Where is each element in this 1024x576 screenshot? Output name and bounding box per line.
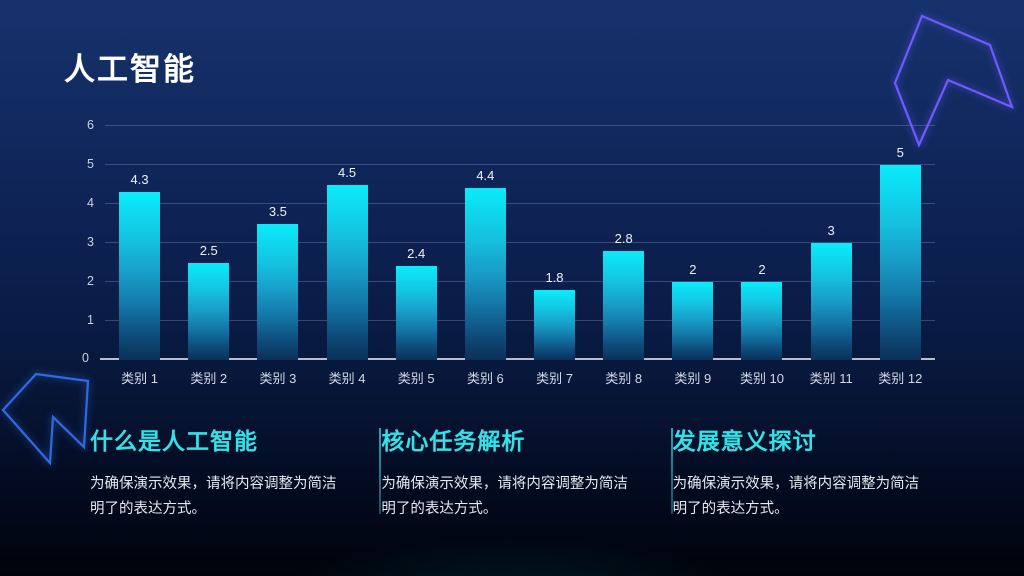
x-axis-category-label: 类别 3 — [259, 371, 297, 386]
y-axis-tick-label: 6 — [87, 118, 94, 132]
bar-value-label: 5 — [896, 145, 904, 160]
bar-value-label: 3.5 — [268, 203, 287, 219]
chart-plot: 0 1 2 3 4 5 6 4.3 2.5 3.5 4.5 2.4 4.4 1.8 2.8 2 2 3 5 — [82, 118, 935, 365]
x-axis-category-label: 类别 5 — [397, 371, 435, 386]
y-axis-tick-label: 2 — [87, 274, 94, 288]
bottom-glow-decoration — [256, 536, 768, 576]
arrow-decoration-bottom-left-icon — [1, 372, 90, 466]
bar-value-label: 2.4 — [407, 246, 426, 262]
bar-group: 2.8 — [589, 231, 658, 360]
bar-value-label: 2 — [758, 262, 766, 277]
bar-value-label: 2.8 — [614, 230, 633, 246]
bar-group: 3.5 — [243, 203, 312, 360]
x-axis-category-label: 类别 2 — [190, 371, 228, 386]
bar-group: 3 — [797, 223, 866, 360]
bar-value-label: 4.3 — [130, 172, 149, 188]
bar — [188, 262, 230, 360]
bar-group: 2.4 — [382, 246, 451, 360]
bar-value-label: 4.5 — [338, 164, 357, 180]
bar — [741, 282, 783, 360]
column-body-text: 为确保演示效果，请将内容调整为简洁明了的表达方式。 — [381, 476, 628, 518]
column-heading: 发展意义探讨 — [672, 428, 817, 454]
x-axis-category-label: 类别 7 — [536, 371, 573, 386]
bar-value-label: 2 — [689, 262, 697, 277]
x-axis-category-label: 类别 1 — [121, 371, 158, 386]
bar — [810, 243, 852, 360]
column-divider — [379, 428, 382, 514]
x-axis-line: 0 — [82, 351, 935, 365]
info-column: 什么是人工智能为确保演示效果，请将内容调整为简洁明了的表达方式。 — [90, 422, 379, 523]
grid-line: 6 — [87, 118, 935, 132]
grid-line: 4 — [87, 196, 935, 210]
column-divider — [670, 428, 673, 514]
bar — [119, 192, 161, 360]
y-axis-tick-label: 3 — [87, 235, 94, 249]
page-title: 人工智能 — [64, 52, 196, 87]
bar-value-label: 2.5 — [199, 242, 218, 258]
bar — [464, 188, 506, 360]
bar-group: 5 — [866, 145, 935, 360]
x-axis-category-label: 类别 6 — [466, 371, 504, 386]
bar-series: 4.3 2.5 3.5 4.5 2.4 4.4 1.8 2.8 2 2 3 5 — [105, 126, 935, 360]
y-axis-tick-label: 5 — [87, 157, 94, 171]
x-axis-category-label: 类别 11 — [809, 371, 853, 386]
x-axis: 类别 1 类别 2 类别 3 类别 4 类别 5 类别 6 类别 7 类别 8 类别 9 类别 1… — [105, 368, 935, 387]
bar-value-label: 3 — [827, 223, 835, 238]
x-axis-category-label: 类别 10 — [739, 371, 785, 386]
column-heading: 什么是人工智能 — [90, 428, 258, 454]
bar-group: 2.5 — [174, 242, 243, 360]
bar-group: 1.8 — [520, 270, 589, 360]
bar — [326, 184, 368, 360]
x-axis-category-label: 类别 12 — [878, 371, 923, 386]
column-body-text: 为确保演示效果，请将内容调整为简洁明了的表达方式。 — [672, 476, 920, 518]
bar — [395, 266, 437, 360]
grid-line: 2 — [87, 274, 935, 288]
x-axis-category-label: 类别 9 — [674, 371, 712, 386]
x-axis-category-label: 类别 4 — [328, 371, 366, 386]
y-axis-tick-label: 0 — [82, 351, 89, 365]
info-columns: 什么是人工智能 为确保演示效果，请将内容调整为简洁明了的表达方式。 核心任务解析 为确… — [90, 422, 962, 523]
bar — [672, 282, 714, 360]
bar-value-label: 1.8 — [545, 269, 564, 285]
bar-group: 4.5 — [313, 164, 382, 360]
bar-group: 2 — [727, 262, 796, 360]
bar — [257, 223, 299, 360]
column-body-text: 为确保演示效果，请将内容调整为简洁明了的表达方式。 — [90, 476, 337, 518]
grid-line: 5 — [87, 157, 935, 171]
info-column: 核心任务解析为确保演示效果，请将内容调整为简洁明了的表达方式。 — [381, 422, 670, 523]
bar-group: 2 — [658, 262, 727, 360]
bar — [879, 165, 921, 360]
bar — [603, 250, 645, 360]
bar-value-label: 4.4 — [476, 168, 495, 184]
x-axis-category-label: 类别 8 — [605, 371, 643, 386]
grid-line: 3 — [87, 235, 935, 249]
column-heading: 核心任务解析 — [381, 428, 526, 454]
info-column: 发展意义探讨为确保演示效果，请将内容调整为简洁明了的表达方式。 — [673, 422, 962, 523]
bar-group: 4.4 — [451, 168, 520, 360]
y-axis-tick-label: 4 — [87, 196, 94, 210]
y-axis-tick-label: 1 — [87, 313, 94, 327]
bar-group: 4.3 — [105, 172, 174, 360]
bar — [534, 289, 576, 360]
grid-line: 1 — [87, 313, 935, 327]
